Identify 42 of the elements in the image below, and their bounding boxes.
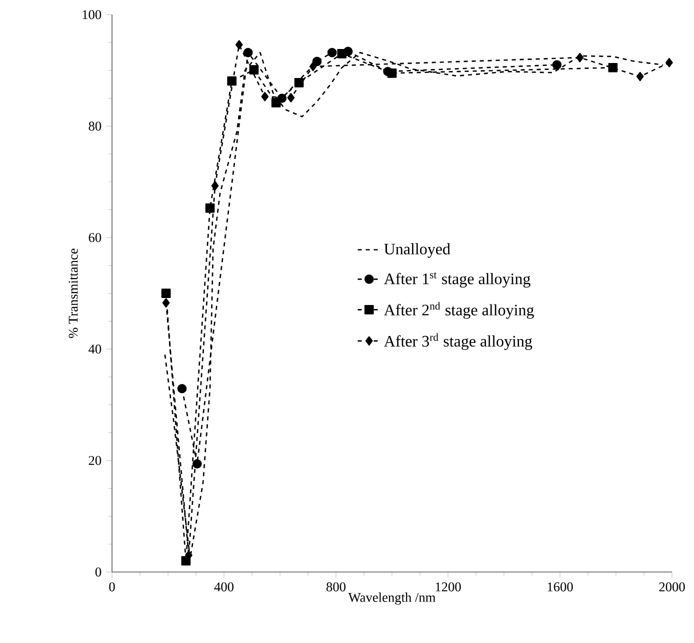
point: [666, 58, 673, 68]
y-axis-title: % Transmittance: [68, 248, 78, 338]
point: [205, 203, 215, 213]
point: [177, 384, 187, 394]
point: [271, 98, 281, 108]
y-tick-label: 40: [88, 344, 102, 354]
point: [294, 78, 304, 88]
point: [192, 459, 202, 469]
point: [227, 76, 237, 86]
y-tick-label: 100: [82, 10, 102, 20]
point: [235, 40, 243, 50]
point: [162, 298, 170, 308]
legend-label: After 1$^{st}$ stage alloying: [384, 272, 530, 288]
y-tick-label: 20: [88, 456, 102, 466]
point: [312, 56, 322, 66]
point: [608, 62, 618, 72]
point: [387, 68, 397, 78]
point: [249, 65, 259, 75]
x-tick-label: 1200: [436, 582, 461, 592]
point: [636, 72, 644, 82]
legend-label: Unalloyed: [384, 243, 450, 258]
point: [243, 48, 253, 58]
x-tick-label: 1600: [548, 582, 573, 592]
point: [211, 181, 219, 190]
legend-label: After 3$^{rd}$ stage alloying: [384, 333, 532, 350]
point: [327, 48, 337, 58]
point: [337, 49, 347, 58]
y-tick-label: 60: [88, 233, 102, 242]
point: [552, 60, 562, 70]
x-tick-label: 400: [214, 582, 234, 592]
x-tick-label: 0: [109, 582, 115, 592]
point: [309, 62, 317, 72]
x-tick-label: 2000: [659, 582, 685, 592]
x-tick-label: 800: [326, 582, 346, 592]
legend-label: After 2$^{nd}$ stage alloying: [384, 302, 534, 319]
point: [261, 92, 269, 102]
y-tick-label: 0: [95, 567, 102, 576]
point: [576, 52, 584, 62]
point: [161, 288, 171, 298]
point: [287, 93, 295, 102]
x-axis-title: Wavelength /nm: [348, 592, 436, 605]
y-tick-label: 80: [88, 122, 102, 131]
